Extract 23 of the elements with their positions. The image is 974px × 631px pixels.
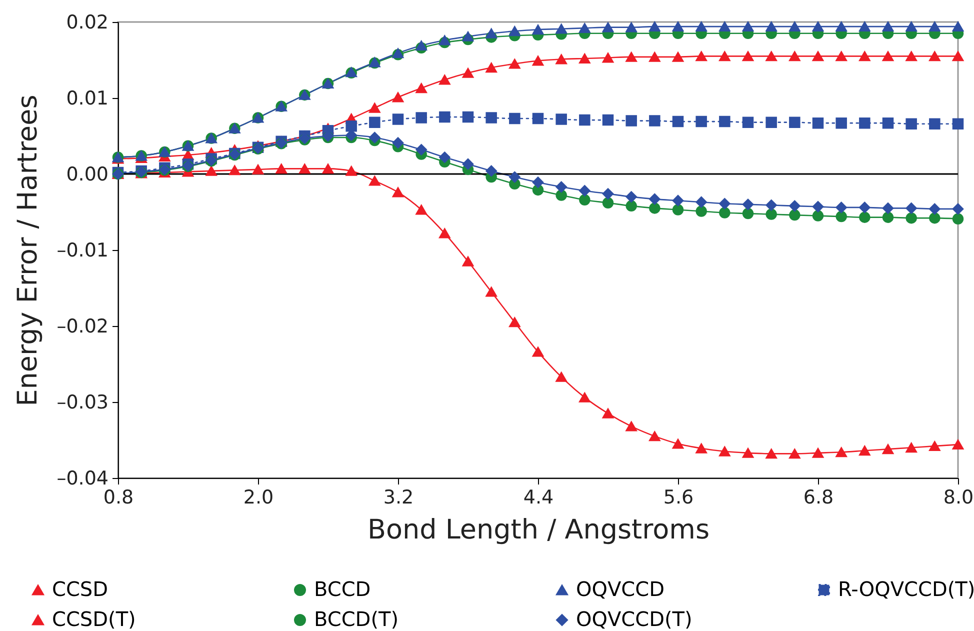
x-tick-label: 8.0 [943,486,974,508]
y-tick-label: –0.02 [56,316,108,338]
y-tick-label: –0.04 [56,468,108,490]
x-axis-title: Bond Length / Angstroms [367,514,710,546]
legend-label: R-OQVCCD(T) [838,577,974,601]
legend-label: CCSD(T) [52,607,136,631]
y-axis-title: Energy Error / Hartrees [12,94,44,406]
x-tick-label: 0.8 [103,486,134,508]
y-tick-label: 0.01 [66,88,108,110]
x-tick-label: 2.0 [243,486,274,508]
legend-label: BCCD(T) [314,607,399,631]
x-tick-label: 6.8 [803,486,834,508]
legend-label: OQVCCD(T) [576,607,692,631]
x-tick-label: 4.4 [523,486,554,508]
legend-label: BCCD [314,577,371,601]
x-tick-label: 5.6 [663,486,694,508]
y-tick-label: –0.01 [56,240,108,262]
legend-label: OQVCCD [576,577,664,601]
y-tick-label: 0.02 [66,12,108,34]
legend-label: CCSD [52,577,108,601]
x-tick-label: 3.2 [383,486,414,508]
y-tick-label: 0.00 [66,164,108,186]
y-tick-label: –0.03 [56,392,108,414]
